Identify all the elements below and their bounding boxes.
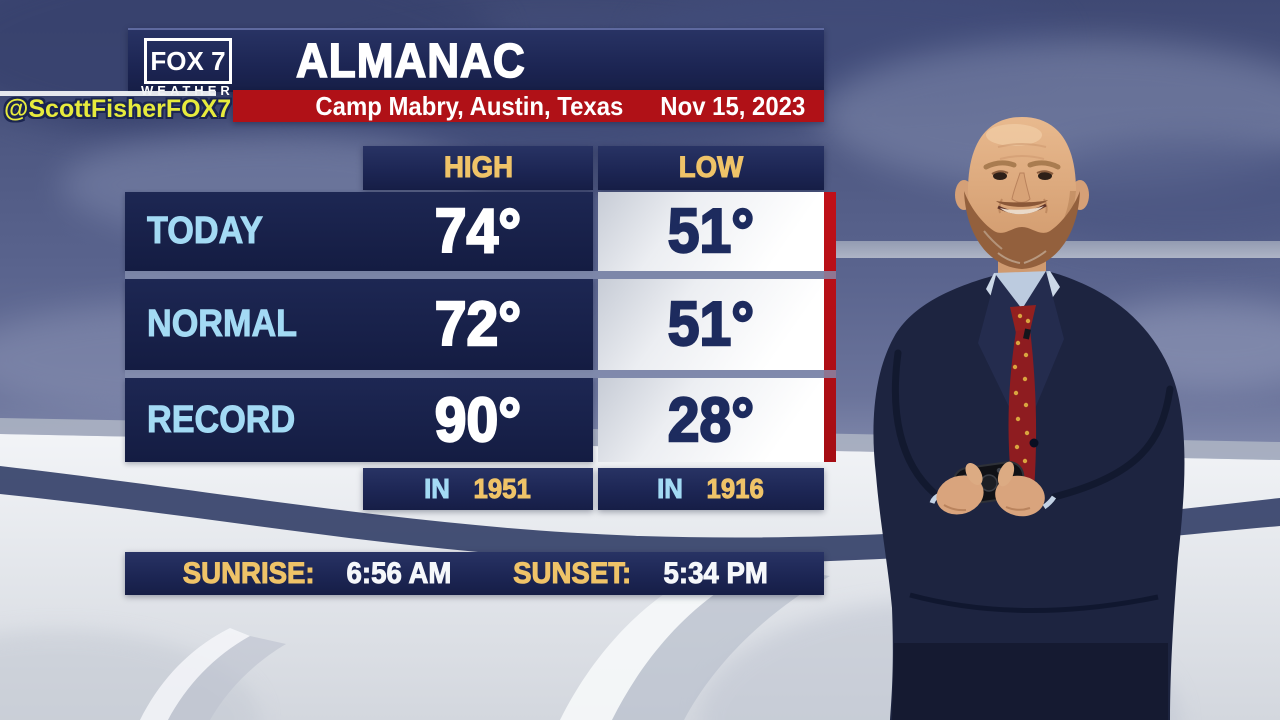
location-date-bar: Camp Mabry, Austin, Texas Nov 15, 2023 (233, 90, 824, 122)
sunrise-label: SUNRISE: (182, 556, 315, 590)
column-header-low: LOW (598, 146, 824, 190)
in-label: IN (423, 473, 451, 505)
table-row-record: RECORD 90° 28° (125, 378, 824, 462)
lapel-mic (1023, 328, 1031, 340)
presenter-hands (929, 461, 1057, 517)
suit-button (1029, 438, 1039, 448)
record-year-high: IN 1951 (363, 468, 593, 510)
presenter-tie (1008, 305, 1037, 497)
high-value: 90° (434, 384, 522, 455)
row-label: NORMAL (147, 303, 298, 346)
low-value: 51° (667, 289, 755, 360)
page-title: ALMANAC (295, 34, 526, 89)
year-value: 1916 (706, 473, 764, 505)
watermark-handle: @ScottFisherFOX7 (4, 95, 232, 123)
location-text: Camp Mabry, Austin, Texas (315, 90, 623, 121)
presenter-head (955, 117, 1089, 269)
almanac-banner: FOX 7 WEATHER ALMANAC (128, 28, 824, 98)
record-year-low: IN 1916 (598, 468, 824, 510)
sunset-time: 5:34 PM (663, 556, 768, 590)
sunrise-time: 6:56 AM (346, 556, 452, 590)
year-value: 1951 (473, 473, 531, 505)
row-divider (125, 271, 836, 279)
row-divider (125, 370, 836, 378)
in-label: IN (656, 473, 684, 505)
station-logo: FOX 7 (144, 38, 232, 84)
sunset-group: SUNSET: 5:34 PM (508, 556, 772, 591)
sunset-label: SUNSET: (513, 556, 632, 590)
record-accent-strip (824, 192, 836, 462)
sunrise-group: SUNRISE: 6:56 AM (177, 556, 456, 591)
row-label: RECORD (147, 398, 296, 441)
watermark-underline (0, 91, 216, 96)
high-value: 72° (434, 289, 522, 360)
table-row-today: TODAY 74° 51° (125, 192, 824, 271)
station-name: FOX 7 (150, 45, 226, 76)
weather-presenter (873, 117, 1185, 720)
date-text: Nov 15, 2023 (660, 90, 806, 121)
sun-bar: SUNRISE: 6:56 AM SUNSET: 5:34 PM (125, 552, 824, 595)
row-label: TODAY (147, 210, 264, 253)
presenter-beard (964, 191, 1080, 269)
low-value: 28° (667, 384, 755, 455)
table-row-normal: NORMAL 72° 51° (125, 279, 824, 370)
column-header-high: HIGH (363, 146, 593, 190)
high-value: 74° (434, 196, 522, 267)
low-value: 51° (667, 196, 755, 267)
